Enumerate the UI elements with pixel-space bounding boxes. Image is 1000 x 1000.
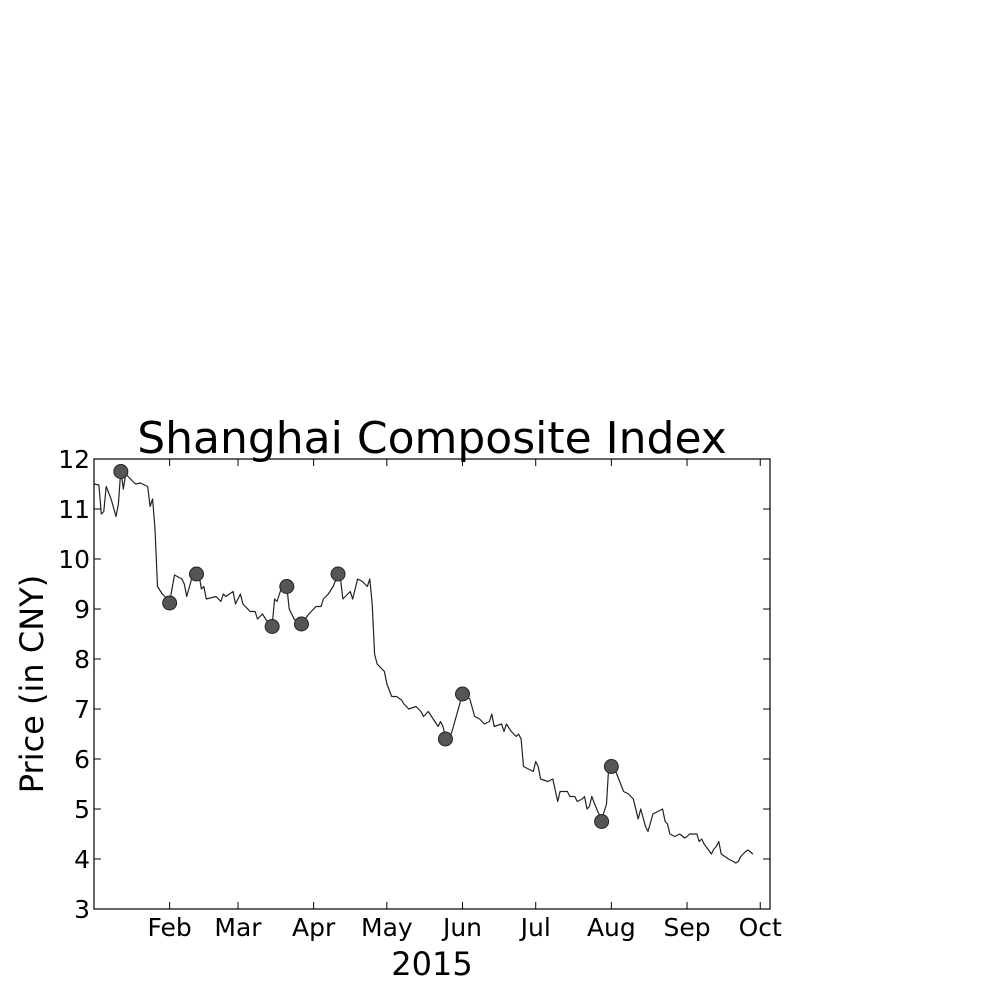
y-axis-label: Price (in CNY) <box>13 575 51 793</box>
data-point-marker <box>455 686 471 702</box>
data-point-marker <box>293 616 309 632</box>
x-tick-label: Sep <box>663 913 710 942</box>
x-tick-label: Aug <box>587 913 636 942</box>
x-tick-label: Mar <box>214 913 262 942</box>
data-point-marker <box>437 731 453 747</box>
y-tick-label: 9 <box>74 595 90 624</box>
x-axis: Feb Mar Apr May Jun Jul Aug Sep Oct <box>148 459 782 942</box>
x-tick-label: Jun <box>441 913 482 942</box>
y-tick-label: 6 <box>74 745 90 774</box>
x-tick-label: Jul <box>519 913 551 942</box>
y-axis: 3 4 5 6 7 8 9 10 11 12 <box>58 445 770 924</box>
data-point-marker <box>188 566 204 582</box>
y-tick-label: 5 <box>74 795 90 824</box>
data-point-marker <box>279 579 295 594</box>
data-point-marker <box>330 566 346 582</box>
x-tick-label: Apr <box>292 913 336 942</box>
data-point-marker <box>162 595 178 611</box>
price-line <box>93 469 754 864</box>
chart-title: Shanghai Composite Index <box>137 413 727 464</box>
x-tick-label: May <box>361 913 413 942</box>
data-point-marker <box>113 464 129 479</box>
data-point-marker <box>594 814 610 829</box>
plot-frame <box>93 458 771 910</box>
y-tick-label: 3 <box>74 895 90 924</box>
y-tick-label: 4 <box>74 845 90 874</box>
y-tick-label: 12 <box>58 445 90 474</box>
y-tick-label: 7 <box>74 695 90 724</box>
y-tick-label: 10 <box>58 545 90 574</box>
plot-area <box>93 464 754 864</box>
data-point-marker <box>603 759 619 774</box>
y-tick-label: 11 <box>58 495 90 524</box>
y-tick-label: 8 <box>74 645 90 674</box>
x-axis-label: 2015 <box>391 945 472 983</box>
x-tick-label: Oct <box>739 913 782 942</box>
x-tick-label: Feb <box>148 913 192 942</box>
data-point-marker <box>264 619 280 634</box>
